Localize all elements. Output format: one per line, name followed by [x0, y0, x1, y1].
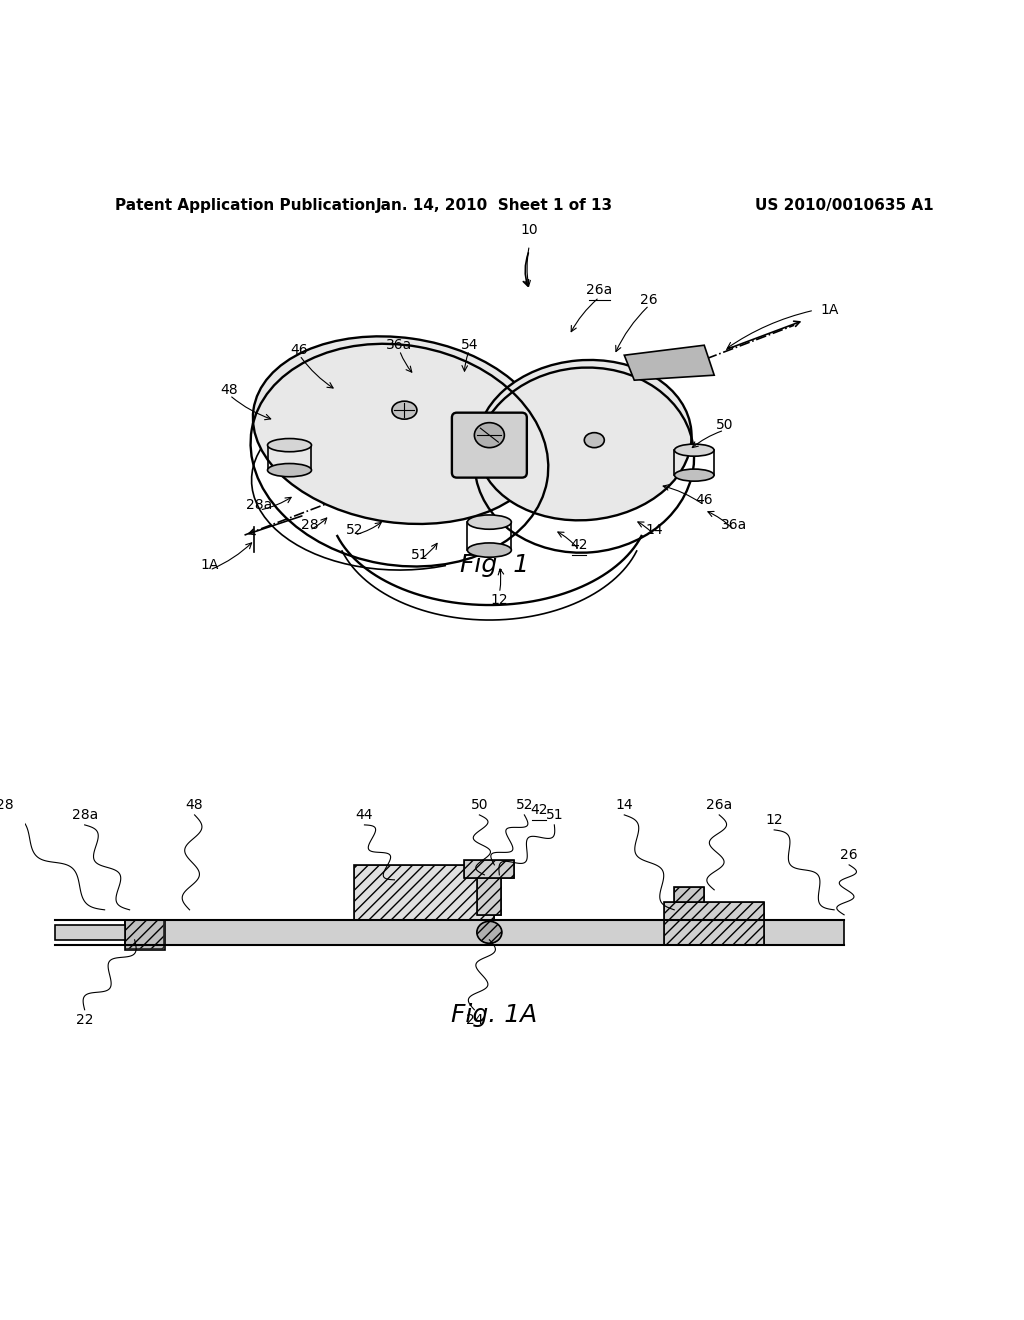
- Text: 52: 52: [516, 797, 534, 812]
- Bar: [125, 920, 165, 950]
- Text: 26a: 26a: [707, 797, 732, 812]
- Text: 1A: 1A: [820, 304, 839, 317]
- Text: 52: 52: [346, 523, 364, 537]
- Text: Jan. 14, 2010  Sheet 1 of 13: Jan. 14, 2010 Sheet 1 of 13: [376, 198, 613, 214]
- FancyBboxPatch shape: [452, 413, 526, 478]
- Text: 46: 46: [695, 494, 713, 507]
- Text: 10: 10: [520, 223, 539, 238]
- Polygon shape: [625, 346, 714, 380]
- Text: 26: 26: [640, 293, 658, 308]
- Bar: [54, 925, 125, 940]
- Bar: [354, 865, 495, 920]
- Text: 42: 42: [570, 539, 588, 552]
- Ellipse shape: [267, 463, 311, 477]
- Ellipse shape: [467, 543, 511, 557]
- Text: 36a: 36a: [386, 338, 413, 352]
- Ellipse shape: [392, 401, 417, 420]
- Ellipse shape: [585, 433, 604, 447]
- Ellipse shape: [477, 360, 691, 520]
- Text: 44: 44: [355, 808, 373, 822]
- Ellipse shape: [675, 444, 714, 457]
- Text: 12: 12: [765, 813, 783, 826]
- Ellipse shape: [675, 469, 714, 482]
- Text: US 2010/0010635 A1: US 2010/0010635 A1: [756, 198, 934, 214]
- Text: 14: 14: [615, 797, 633, 812]
- Bar: [665, 902, 764, 945]
- Text: 12: 12: [490, 593, 508, 607]
- Ellipse shape: [267, 438, 311, 451]
- Text: 28a: 28a: [247, 498, 272, 512]
- Text: 1A: 1A: [201, 558, 219, 572]
- Text: 28: 28: [0, 797, 13, 812]
- Bar: [354, 865, 495, 920]
- Text: 48: 48: [185, 797, 204, 812]
- Text: 28a: 28a: [72, 808, 97, 822]
- Text: 28: 28: [301, 517, 318, 532]
- Ellipse shape: [253, 337, 546, 524]
- Text: 14: 14: [645, 523, 664, 537]
- Ellipse shape: [474, 422, 505, 447]
- Text: 50: 50: [716, 418, 733, 432]
- Text: 54: 54: [461, 338, 478, 352]
- Text: Fig. 1A: Fig. 1A: [452, 1003, 538, 1027]
- Bar: [125, 920, 163, 948]
- Text: 22: 22: [76, 1012, 93, 1027]
- Text: 26a: 26a: [586, 284, 612, 297]
- Bar: [665, 902, 764, 945]
- Text: 24: 24: [466, 1012, 483, 1027]
- Ellipse shape: [467, 515, 511, 529]
- Bar: [464, 859, 514, 878]
- Text: 50: 50: [471, 797, 488, 812]
- Text: 46: 46: [291, 343, 308, 358]
- Text: 36a: 36a: [721, 517, 748, 532]
- Text: 51: 51: [411, 548, 428, 562]
- Text: 48: 48: [221, 383, 239, 397]
- Text: 42: 42: [530, 803, 548, 817]
- Bar: [674, 887, 705, 902]
- Text: 51: 51: [546, 808, 563, 822]
- Bar: [674, 887, 705, 902]
- Text: 26: 26: [841, 847, 858, 862]
- Bar: [477, 865, 502, 915]
- Bar: [477, 865, 502, 915]
- Text: Patent Application Publication: Patent Application Publication: [115, 198, 376, 214]
- Text: Fig. 1: Fig. 1: [460, 553, 529, 577]
- Bar: [125, 920, 844, 945]
- Ellipse shape: [477, 921, 502, 944]
- Bar: [464, 859, 514, 878]
